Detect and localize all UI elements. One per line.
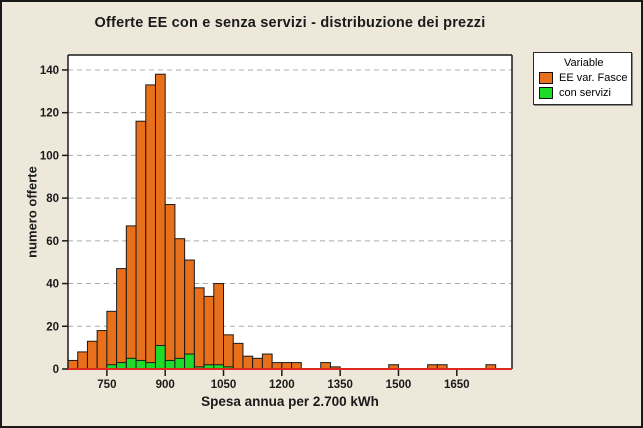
bar-ee-var-fasce-775 <box>116 268 127 370</box>
bar-ee-var-fasce-1125 <box>252 357 263 370</box>
y-axis-label: numero offerte <box>24 166 40 258</box>
legend-item-con-servizi: con servizi <box>539 87 626 99</box>
bar-ee-var-fasce-875 <box>154 73 166 370</box>
legend-label-con-servizi: con servizi <box>559 87 611 99</box>
x-tick-label-1500: 1500 <box>386 379 412 391</box>
bar-ee-var-fasce-725 <box>96 330 108 370</box>
bar-ee-var-fasce-825 <box>135 120 147 370</box>
bar-ee-var-fasce-1050 <box>223 334 234 370</box>
bar-con-servizi-875 <box>154 345 166 370</box>
chart-title: Offerte EE con e senza servizi - distrib… <box>94 15 486 31</box>
legend-swatch-green <box>539 87 553 99</box>
bar-ee-var-fasce-700 <box>86 340 98 370</box>
legend-title: Variable <box>564 57 604 69</box>
bar-ee-var-fasce-975 <box>193 287 205 370</box>
bar-con-servizi-800 <box>125 357 137 370</box>
x-tick-label-1200: 1200 <box>269 379 295 391</box>
bar-ee-var-fasce-750 <box>106 310 118 370</box>
y-tick-label-120: 120 <box>40 108 59 120</box>
x-tick-label-1650: 1650 <box>444 379 470 391</box>
bar-ee-var-fasce-1100 <box>242 355 254 370</box>
x-tick-label-750: 750 <box>97 379 116 391</box>
bar-ee-var-fasce-950 <box>184 259 195 370</box>
y-tick-label-80: 80 <box>46 193 59 205</box>
bar-ee-var-fasce-925 <box>174 238 186 370</box>
bar-ee-var-fasce-1150 <box>261 353 273 370</box>
bar-ee-var-fasce-800 <box>125 225 137 370</box>
bar-con-servizi-825 <box>135 359 147 370</box>
bar-con-servizi-900 <box>164 359 176 370</box>
legend: Variable EE var. Fasce con servizi <box>533 52 632 105</box>
bar-con-servizi-950 <box>184 353 195 370</box>
y-tick-label-60: 60 <box>46 236 59 248</box>
bar-ee-var-fasce-1075 <box>232 342 244 370</box>
bar-ee-var-fasce-1025 <box>213 283 225 370</box>
bar-ee-var-fasce-675 <box>77 351 88 370</box>
bar-ee-var-fasce-850 <box>145 84 156 370</box>
legend-label-ee-var-fasce: EE var. Fasce <box>559 72 628 84</box>
bar-ee-var-fasce-900 <box>164 204 176 370</box>
x-axis-label: Spesa annua per 2.700 kWh <box>201 394 379 409</box>
y-tick-label-140: 140 <box>40 65 59 77</box>
legend-item-ee-var-fasce: EE var. Fasce <box>539 72 628 84</box>
x-tick-label-1050: 1050 <box>211 379 237 391</box>
y-tick-label-100: 100 <box>40 150 59 162</box>
y-tick-label-0: 0 <box>53 364 59 376</box>
legend-swatch-orange <box>539 72 553 84</box>
y-tick-label-40: 40 <box>46 279 59 291</box>
bar-ee-var-fasce-1000 <box>203 295 215 370</box>
bar-ee-var-fasce-650 <box>67 359 79 370</box>
y-tick-label-20: 20 <box>46 321 59 333</box>
bar-con-servizi-925 <box>174 357 186 370</box>
x-tick-label-1350: 1350 <box>327 379 353 391</box>
x-tick-label-900: 900 <box>156 379 175 391</box>
